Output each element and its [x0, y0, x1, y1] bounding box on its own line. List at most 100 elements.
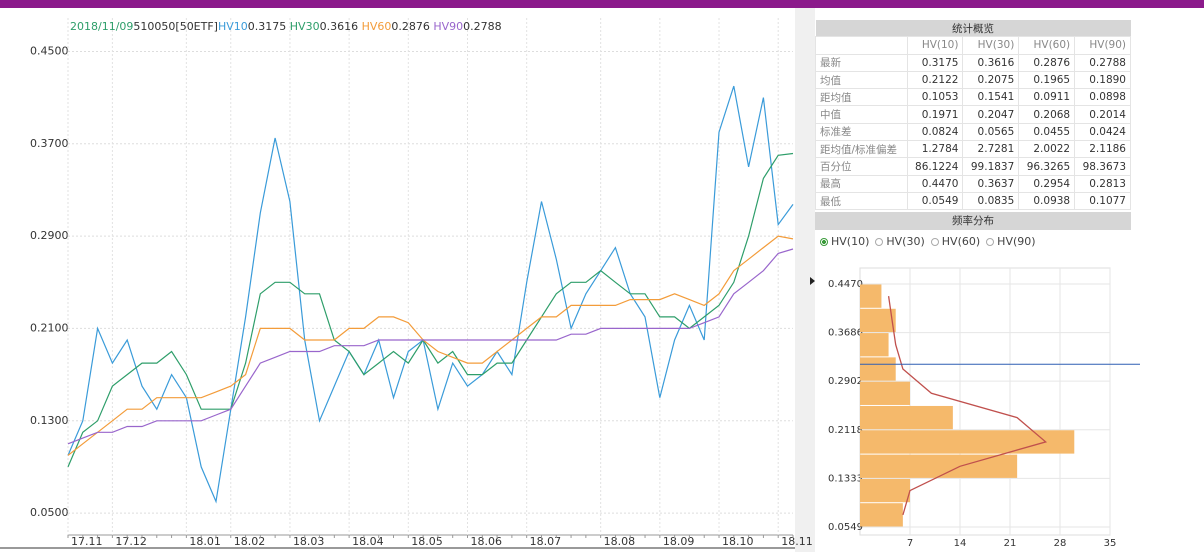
cell: 0.0455: [1018, 122, 1076, 142]
x-tick-label: 17.12: [115, 535, 147, 548]
cell: 0.2068: [1018, 105, 1076, 124]
radio-label: HV(10): [831, 235, 870, 248]
table-row: 距均值 0.1053 0.1541 0.0911 0.0898: [815, 88, 1131, 107]
x-tick-label: 18.09: [663, 535, 695, 548]
cell: 98.3673: [1074, 157, 1131, 176]
cell: 0.2813: [1074, 174, 1131, 193]
bar: [860, 357, 896, 381]
x-tick-label: 18.10: [722, 535, 754, 548]
x-tick-label: 14: [954, 538, 967, 549]
x-tick-label: 18.05: [411, 535, 443, 548]
splitter-arrow: [810, 277, 815, 285]
column-header: HV(10): [906, 36, 964, 55]
cell: 86.1224: [906, 157, 964, 176]
x-tick-label: 35: [1104, 538, 1117, 549]
cell: 0.2954: [1018, 174, 1076, 193]
cell: 99.1837: [962, 157, 1020, 176]
cell: 0.0911: [1018, 88, 1076, 107]
bar: [860, 430, 1075, 454]
y-tick-label: 0.1333: [828, 473, 863, 484]
cell: 0.1541: [962, 88, 1020, 107]
cell: 0.0549: [906, 191, 964, 211]
bar: [860, 454, 1018, 478]
table-row: 最新 0.3175 0.3616 0.2876 0.2788: [815, 53, 1131, 72]
row-label: 中值: [815, 105, 908, 124]
cell: 0.1890: [1074, 70, 1131, 90]
cell: 0.0898: [1074, 88, 1131, 107]
cell: 0.4470: [906, 174, 964, 193]
top-band: [0, 0, 1204, 8]
x-tick-label: 18.02: [234, 535, 266, 548]
x-tick-label: 17.11: [71, 535, 103, 548]
cell: 0.1965: [1018, 70, 1076, 90]
legend-name: HV60: [362, 20, 392, 33]
row-label: 最低: [815, 191, 908, 211]
legend-name: HV90: [433, 20, 463, 33]
radio-dot: [820, 237, 828, 246]
table-row: 标准差 0.0824 0.0565 0.0455 0.0424: [815, 122, 1131, 142]
cell: 2.0022: [1018, 140, 1076, 159]
row-label: 均值: [815, 70, 908, 90]
corner: [815, 36, 908, 55]
y-tick-label: 0.2100: [30, 321, 69, 334]
bar: [860, 405, 953, 430]
cell: 0.2047: [962, 105, 1020, 124]
x-tick-label: 7: [907, 538, 913, 549]
table-row: 百分位 86.1224 99.1837 96.3265 98.3673: [815, 157, 1131, 176]
row-label: 距均值: [815, 88, 908, 107]
radio-option[interactable]: HV(10): [820, 235, 869, 248]
bar: [860, 381, 910, 405]
y-tick-label: 0.4470: [828, 279, 863, 290]
x-tick-label: 18.08: [604, 535, 636, 548]
legend-name: HV10: [218, 20, 248, 33]
bar: [860, 284, 882, 308]
legend-value: 0.2788: [463, 20, 502, 33]
radio-dot: [986, 237, 995, 246]
freq-title: 频率分布: [815, 212, 1131, 230]
x-tick-label: 21: [1004, 538, 1017, 549]
legend-date: 2018/11/09: [70, 20, 133, 33]
table-row: 最低 0.0549 0.0835 0.0938 0.1077: [815, 191, 1131, 211]
table-row: 均值 0.2122 0.2075 0.1965 0.1890: [815, 70, 1131, 90]
y-tick-label: 0.0549: [828, 522, 863, 533]
legend-name: HV30: [290, 20, 320, 33]
y-tick-label: 0.3700: [30, 137, 69, 150]
cell: 0.0565: [962, 122, 1020, 142]
y-tick-label: 0.0500: [30, 506, 69, 519]
cell: 2.7281: [962, 140, 1020, 159]
radio-option[interactable]: HV(30): [875, 235, 925, 248]
table-row: 距均值/标准偏差 1.2784 2.7281 2.0022 2.1186: [815, 140, 1131, 159]
cell: 0.1053: [906, 88, 964, 107]
radio-label: HV(90): [997, 235, 1036, 248]
y-tick-label: 0.4500: [30, 44, 69, 57]
cell: 0.2075: [962, 70, 1020, 90]
row-label: 最新: [815, 53, 908, 72]
header-row: HV(10) HV(30) HV(60) HV(90): [815, 36, 1131, 55]
x-tick-label: 18.04: [352, 535, 384, 548]
series-line: [67, 248, 794, 445]
bar: [860, 503, 903, 527]
legend-value: 0.3175: [248, 20, 287, 33]
radio-option[interactable]: HV(90): [986, 235, 1036, 248]
radio-option[interactable]: HV(60): [930, 235, 980, 248]
cell: 0.1077: [1074, 191, 1131, 211]
frequency-curve: [887, 296, 1048, 516]
y-tick-label: 0.1300: [30, 414, 69, 427]
cell: 96.3265: [1018, 157, 1076, 176]
legend: 2018/11/09510050[50ETF]HV100.3175 HV300.…: [70, 20, 502, 33]
row-label: 标准差: [815, 122, 908, 142]
cell: 0.2014: [1074, 105, 1131, 124]
stats-table: 统计概览 HV(10) HV(30) HV(60) HV(90) 最新 0.3175 0.36…: [815, 20, 1131, 211]
y-tick-label: 0.2118: [828, 425, 863, 436]
y-tick-label: 0.2900: [30, 229, 69, 242]
radio-label: HV(30): [886, 235, 925, 248]
series-line: [67, 85, 794, 504]
table-row: 最高 0.4470 0.3637 0.2954 0.2813: [815, 174, 1131, 193]
cell: 2.1186: [1074, 140, 1131, 159]
cell: 0.0835: [962, 191, 1020, 211]
row-label: 最高: [815, 174, 908, 193]
column-header: HV(30): [962, 36, 1020, 55]
bar: [860, 308, 896, 333]
